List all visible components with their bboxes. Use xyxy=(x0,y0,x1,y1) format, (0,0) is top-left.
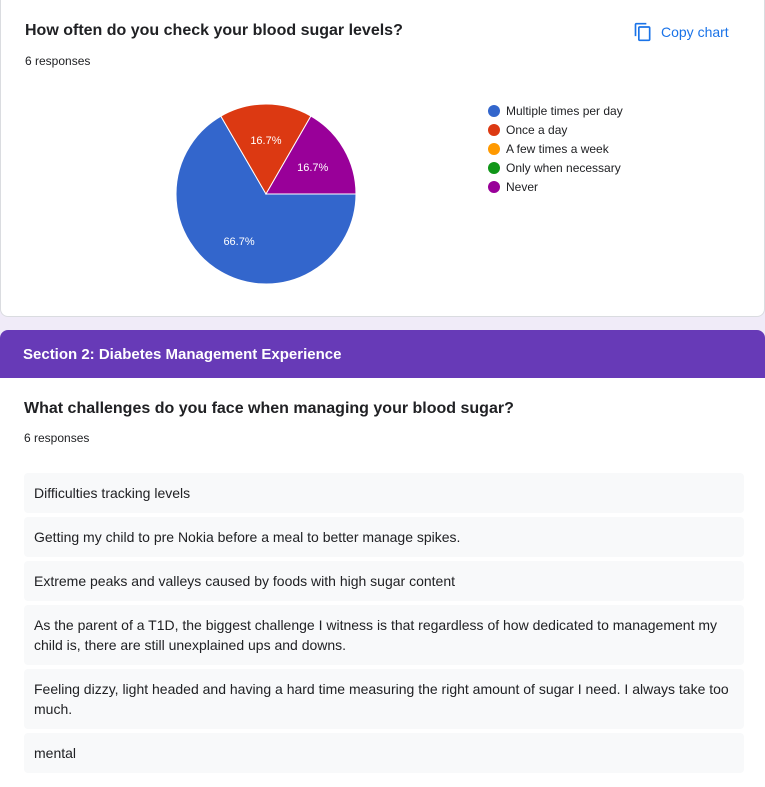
pie-slice-label: 16.7% xyxy=(250,135,281,147)
legend-label: Never xyxy=(506,179,539,194)
legend-dot xyxy=(488,161,500,174)
section-header: Section 2: Diabetes Management Experienc… xyxy=(0,330,765,378)
response-list: Difficulties tracking levels Getting my … xyxy=(24,473,744,777)
pie-slice-label: 16.7% xyxy=(297,162,328,174)
legend-label: Only when necessary xyxy=(506,160,621,175)
response-item: Getting my child to pre Nokia before a m… xyxy=(24,517,744,557)
pie-slice[interactable] xyxy=(175,115,357,285)
legend-dot xyxy=(488,104,500,117)
pie-slice[interactable] xyxy=(220,103,312,195)
chart-legend: Multiple times per day Once a day A few ti… xyxy=(488,101,623,196)
copy-icon xyxy=(634,22,651,42)
response-item: mental xyxy=(24,733,744,773)
response-item: As the parent of a T1D, the biggest chal… xyxy=(24,605,744,665)
section-card: Section 2: Diabetes Management Experienc… xyxy=(0,330,765,787)
response-count: 6 responses xyxy=(25,54,91,68)
legend-dot xyxy=(488,123,500,136)
legend-item[interactable]: Never xyxy=(488,177,623,196)
response-count: 6 responses xyxy=(24,431,90,445)
legend-item[interactable]: Multiple times per day xyxy=(488,101,623,120)
response-item: Extreme peaks and valleys caused by food… xyxy=(24,561,744,601)
legend-dot xyxy=(488,142,500,155)
pie-chart: 66.7% 16.7% 16.7% xyxy=(175,103,357,285)
legend-item[interactable]: Once a day xyxy=(488,120,623,139)
legend-dot xyxy=(488,180,500,193)
legend-label: Once a day xyxy=(506,122,568,137)
legend-item[interactable]: Only when necessary xyxy=(488,158,623,177)
question-title: What challenges do you face when managin… xyxy=(24,400,514,417)
response-item: Difficulties tracking levels xyxy=(24,473,744,513)
legend-label: A few times a week xyxy=(506,141,609,156)
response-item: Feeling dizzy, light headed and having a… xyxy=(24,669,744,729)
question-card: How often do you check your blood sugar … xyxy=(0,0,765,317)
legend-label: Multiple times per day xyxy=(506,103,623,118)
copy-chart-label: Copy chart xyxy=(661,24,729,40)
copy-chart-button[interactable]: Copy chart xyxy=(633,18,729,46)
pie-slice[interactable] xyxy=(265,115,357,195)
legend-item[interactable]: A few times a week xyxy=(488,139,623,158)
question-title: How often do you check your blood sugar … xyxy=(25,22,403,39)
pie-slice-label: 66.7% xyxy=(223,236,254,248)
